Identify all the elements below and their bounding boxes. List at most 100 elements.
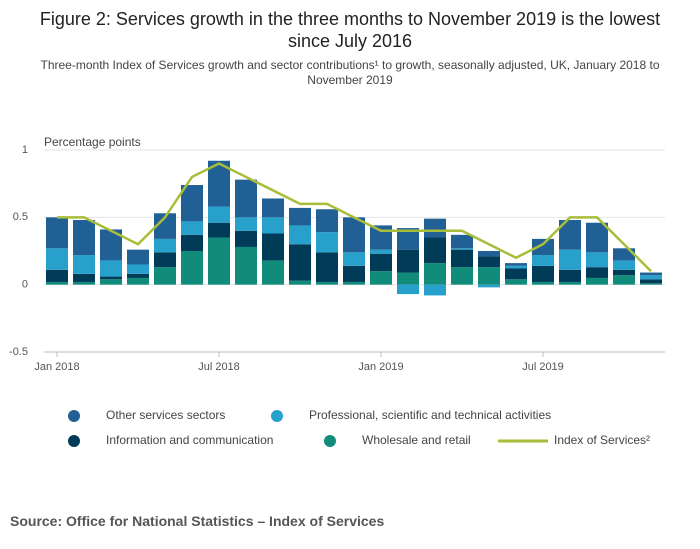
legend-swatch	[68, 435, 80, 447]
legend-label: Wholesale and retail	[362, 433, 471, 447]
bar-segment	[262, 217, 284, 234]
bar-segment	[100, 260, 122, 277]
bar-segment	[262, 198, 284, 218]
bar-segment	[208, 160, 230, 207]
bar-segment	[127, 264, 149, 274]
bar-segment	[424, 218, 446, 238]
bar-segment	[559, 249, 581, 270]
bar-segment	[316, 209, 338, 233]
legend-label: Other services sectors	[106, 408, 225, 422]
bar-segment	[73, 255, 95, 274]
bar-segment	[397, 284, 419, 295]
bar-segment	[532, 265, 554, 282]
bar-segment	[208, 206, 230, 223]
bar-segment	[343, 281, 365, 285]
bar-segment	[100, 276, 122, 280]
bar-segment	[316, 232, 338, 253]
bar-segment	[613, 260, 635, 270]
bar-segment	[181, 234, 203, 251]
bar-segment	[559, 281, 581, 285]
bar-segment	[424, 237, 446, 264]
bar-segment	[289, 280, 311, 285]
y-tick-label: 1	[22, 144, 28, 156]
bar-segment	[154, 267, 176, 285]
bar-segment	[181, 221, 203, 235]
y-tick-label: -0.5	[9, 346, 28, 358]
bar-segment	[208, 237, 230, 285]
bar-segment	[100, 229, 122, 261]
bar-segment	[505, 268, 527, 280]
index-line	[57, 162, 652, 273]
y-tick-label: 0.5	[13, 211, 28, 223]
bar-segment	[316, 281, 338, 285]
source: Source: Office for National Statistics –…	[10, 513, 385, 529]
bar-segment	[73, 273, 95, 282]
bar-segment	[208, 222, 230, 238]
bar-segment	[289, 244, 311, 281]
bar-segment	[640, 283, 662, 285]
bar-segment	[559, 220, 581, 250]
bar-segment	[370, 253, 392, 272]
bar-segment	[586, 267, 608, 278]
bar-segment	[154, 252, 176, 268]
bar-segment	[532, 281, 554, 285]
legend-swatch	[271, 410, 283, 422]
bar-segment	[154, 213, 176, 239]
bar-segment	[343, 265, 365, 282]
bar-segment	[262, 260, 284, 285]
bar-segment	[343, 252, 365, 266]
bar-segment	[370, 271, 392, 285]
bar-segment	[613, 248, 635, 261]
bar-segment	[181, 185, 203, 222]
y-tick-label: 0	[22, 279, 28, 291]
bar-segment	[262, 233, 284, 261]
bar-segment	[505, 279, 527, 285]
bar-segment	[289, 207, 311, 226]
bar-segment	[451, 234, 473, 249]
bar-segment	[640, 279, 662, 284]
bar-segment	[127, 273, 149, 278]
bar-segment	[613, 275, 635, 285]
y-axis-label: Percentage points	[44, 135, 141, 149]
bar-segment	[127, 249, 149, 265]
bar-segment	[397, 272, 419, 285]
bar-segment	[451, 248, 473, 250]
bar-segment	[289, 225, 311, 245]
bar-segment	[46, 248, 68, 270]
bar-segment	[46, 281, 68, 285]
bar-segment	[478, 256, 500, 268]
bar-segment	[586, 277, 608, 285]
legend-swatch	[324, 435, 336, 447]
bar-segment	[559, 269, 581, 282]
bar-segment	[73, 220, 95, 256]
bar-segment	[235, 217, 257, 231]
bar-segment	[640, 272, 662, 276]
bar-segment	[424, 284, 446, 296]
bar-segment	[235, 179, 257, 218]
bar-segment	[370, 225, 392, 250]
legend-label: Information and communication	[106, 433, 273, 447]
bar-segment	[505, 265, 527, 269]
bar-segment	[397, 228, 419, 250]
chart-title: Figure 2: Services growth in the three m…	[39, 9, 661, 51]
bar-segment	[613, 269, 635, 276]
bar-segment	[586, 222, 608, 253]
legend-swatch	[68, 410, 80, 422]
bar-segment	[100, 279, 122, 285]
bar-segment	[586, 252, 608, 268]
bar-segment	[397, 249, 419, 273]
bar-segment	[343, 217, 365, 253]
bar-segment	[127, 277, 149, 285]
legend-label: Professional, scientific and technical a…	[309, 408, 551, 422]
bar-segment	[532, 255, 554, 266]
x-tick-label: Jul 2018	[198, 361, 240, 373]
bar-segment	[478, 251, 500, 257]
chart-subtitle: Three-month Index of Services growth and…	[40, 58, 660, 87]
bar-segment	[424, 263, 446, 285]
bar-segment	[478, 267, 500, 285]
bar-segment	[532, 238, 554, 256]
x-tick-label: Jan 2019	[358, 361, 403, 373]
bar-segment	[235, 230, 257, 247]
x-tick-label: Jan 2018	[34, 361, 79, 373]
